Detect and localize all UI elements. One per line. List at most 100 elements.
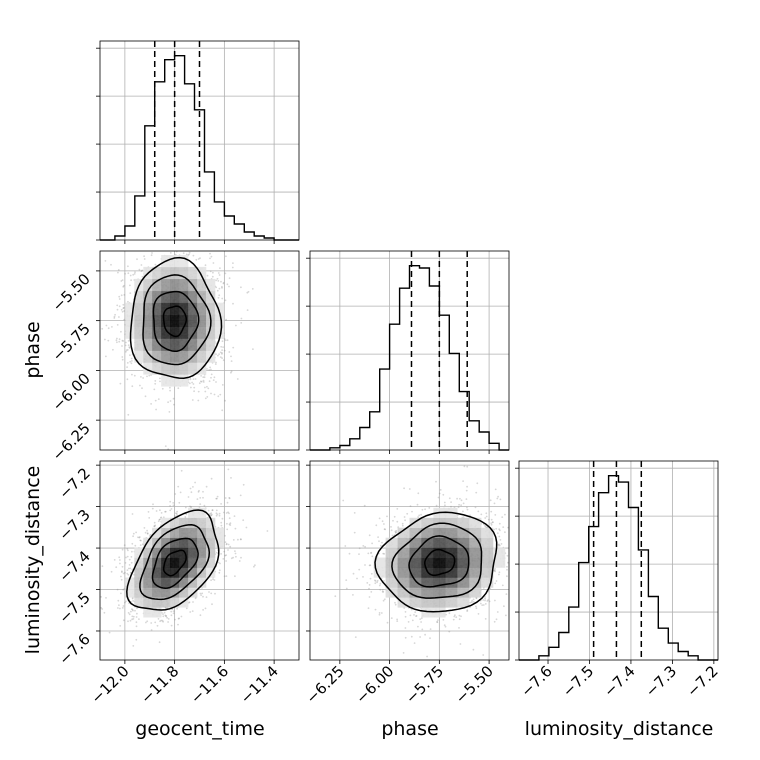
scatter-point <box>131 385 134 388</box>
scatter-point <box>138 536 141 538</box>
scatter-point <box>220 345 223 348</box>
scatter-point <box>127 344 130 347</box>
scatter-point <box>141 387 143 390</box>
scatter-point <box>242 519 245 522</box>
scatter-point <box>136 607 138 610</box>
scatter-point <box>227 543 230 546</box>
scatter-point <box>158 518 161 521</box>
scatter-point <box>176 607 179 610</box>
scatter-point <box>225 575 228 577</box>
y-tick-label-luminosity-distance-4: −7.2 <box>55 464 93 502</box>
scatter-point <box>187 496 190 498</box>
scatter-point <box>224 534 226 537</box>
scatter-point <box>221 384 224 386</box>
scatter-point <box>124 344 127 347</box>
scatter-point <box>131 615 134 618</box>
scatter-point <box>224 339 227 342</box>
scatter-point <box>122 303 125 306</box>
scatter-point <box>210 373 213 376</box>
density-cell <box>161 577 171 588</box>
scatter-point <box>177 387 180 390</box>
scatter-point <box>150 622 153 624</box>
scatter-point <box>154 382 157 385</box>
scatter-point <box>170 610 173 613</box>
scatter-point <box>122 340 125 342</box>
scatter-point <box>147 511 150 513</box>
scatter-point <box>239 538 242 540</box>
density-cell <box>143 314 153 327</box>
scatter-point <box>200 380 203 383</box>
scatter-point <box>210 579 213 582</box>
scatter-point <box>184 516 187 518</box>
scatter-point <box>182 252 185 255</box>
scatter-point <box>218 514 221 517</box>
scatter-point <box>138 268 141 271</box>
scatter-point <box>159 509 161 512</box>
scatter-point <box>141 269 144 272</box>
scatter-point <box>121 571 123 573</box>
scatter-point <box>159 377 161 380</box>
scatter-point <box>214 592 216 595</box>
scatter-point <box>228 285 230 288</box>
scatter-point <box>142 377 145 379</box>
scatter-point <box>192 378 195 380</box>
scatter-point <box>231 266 234 269</box>
density-cell <box>161 314 171 327</box>
scatter-point <box>119 625 122 627</box>
scatter-point <box>136 612 138 615</box>
scatter-point <box>149 533 152 536</box>
scatter-point <box>212 271 214 274</box>
scatter-point <box>121 279 124 281</box>
scatter-point <box>152 503 154 506</box>
scatter-point <box>118 340 121 343</box>
scatter-point <box>148 374 151 377</box>
scatter-point <box>209 257 211 260</box>
density-cell <box>197 567 207 578</box>
scatter-point <box>210 368 212 371</box>
density-cell <box>188 266 198 280</box>
scatter-point <box>140 362 143 365</box>
scatter-point <box>199 592 202 595</box>
scatter-point <box>217 280 220 282</box>
scatter-point <box>137 536 139 539</box>
scatter-point <box>169 389 172 392</box>
scatter-point <box>144 531 147 534</box>
scatter-point <box>190 386 192 389</box>
scatter-point <box>230 370 233 373</box>
scatter-point <box>150 403 153 405</box>
scatter-point <box>118 305 121 308</box>
scatter-point <box>234 552 237 555</box>
x-tick-label-geocent-time-2: −11.6 <box>187 662 232 707</box>
scatter-point <box>219 562 221 565</box>
scatter-point <box>113 315 116 318</box>
scatter-point <box>191 610 194 612</box>
scatter-point <box>116 324 119 326</box>
scatter-point <box>225 318 228 321</box>
scatter-point <box>116 308 119 311</box>
scatter-point <box>130 362 133 365</box>
scatter-point <box>166 616 169 619</box>
scatter-point <box>121 358 124 361</box>
scatter-point <box>120 592 122 595</box>
scatter-point <box>221 349 224 351</box>
scatter-point <box>218 274 221 276</box>
scatter-point <box>185 253 188 256</box>
scatter-point <box>132 600 135 602</box>
density-cell <box>206 338 216 351</box>
scatter-point <box>221 287 223 289</box>
scatter-point <box>125 350 127 353</box>
scatter-point <box>155 408 158 411</box>
scatter-point <box>221 409 224 412</box>
density-cell <box>179 527 189 538</box>
density-cell <box>170 302 180 315</box>
scatter-point <box>210 376 212 379</box>
scatter-point <box>191 381 194 384</box>
scatter-point <box>128 613 131 616</box>
hist-frame-luminosity-distance <box>518 460 719 661</box>
scatter-point <box>115 566 118 569</box>
density-cell <box>179 314 189 327</box>
scatter-point <box>221 517 224 520</box>
scatter-point <box>190 506 193 508</box>
scatter-point <box>150 254 153 257</box>
